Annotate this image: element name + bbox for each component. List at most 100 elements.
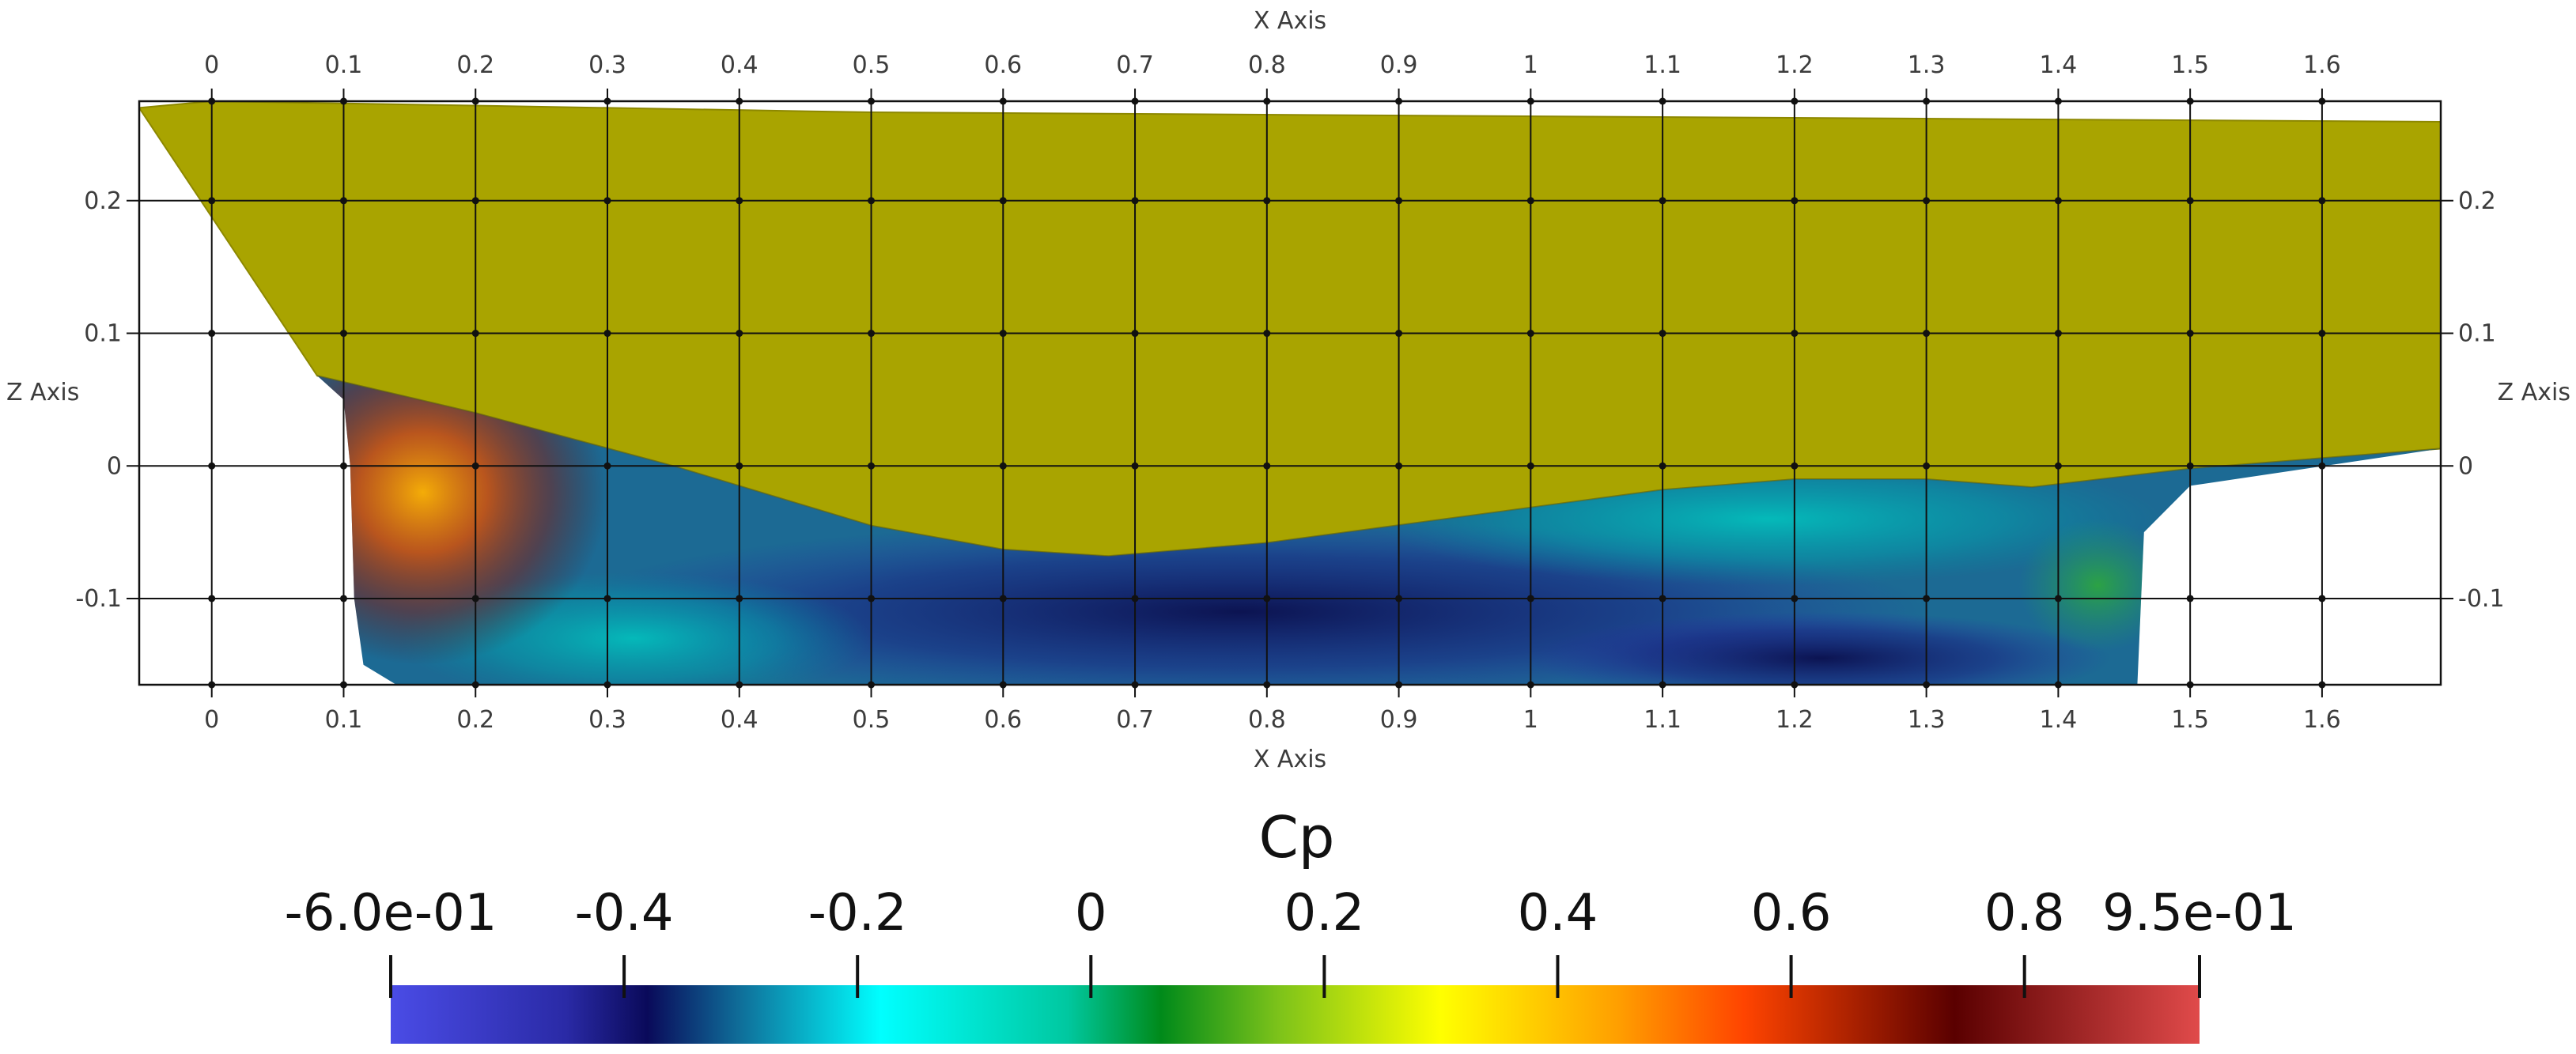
grid-node xyxy=(2054,595,2062,603)
grid-node xyxy=(2318,681,2326,689)
grid-node xyxy=(2054,97,2062,105)
grid-node xyxy=(2318,462,2326,470)
grid-node xyxy=(1263,681,1271,689)
grid-node xyxy=(208,197,216,205)
z-axis-title-left: Z Axis xyxy=(6,379,79,406)
x-tick-label-top-14: 1.4 xyxy=(2040,51,2078,79)
x-tick-label-bottom-5: 0.5 xyxy=(853,706,891,734)
x-tick-label-top-7: 0.7 xyxy=(1116,51,1154,79)
suction-zone-aft xyxy=(1530,611,2112,685)
grid-node xyxy=(1791,197,1799,205)
grid-node xyxy=(2318,595,2326,603)
grid-node xyxy=(999,462,1007,470)
x-tick-label-top-16: 1.6 xyxy=(2303,51,2341,79)
colorbar-label-1: -0.4 xyxy=(575,884,674,943)
grid-node xyxy=(2054,330,2062,338)
grid-node xyxy=(1263,595,1271,603)
grid-node xyxy=(208,462,216,470)
grid-node xyxy=(1791,462,1799,470)
grid-node xyxy=(1395,197,1403,205)
grid-node xyxy=(999,97,1007,105)
x-tick-label-top-1: 0.1 xyxy=(325,51,363,79)
grid-node xyxy=(471,681,479,689)
grid-node xyxy=(2318,330,2326,338)
grid-node xyxy=(2186,97,2194,105)
x-tick-label-top-9: 0.9 xyxy=(1380,51,1418,79)
z-tick-label-left-2: 0 xyxy=(107,452,122,480)
z-tick-label-right-1: 0.1 xyxy=(2458,320,2496,348)
grid-node xyxy=(999,330,1007,338)
x-tick-label-top-6: 0.6 xyxy=(984,51,1022,79)
x-tick-label-bottom-12: 1.2 xyxy=(1776,706,1814,734)
grid-node xyxy=(868,681,876,689)
grid-node xyxy=(736,197,743,205)
grid-node xyxy=(1131,97,1139,105)
z-tick-label-left-0: 0.2 xyxy=(84,187,122,215)
z-tick-label-right-2: 0 xyxy=(2458,452,2473,480)
grid-node xyxy=(736,330,743,338)
z-axis-title-right: Z Axis xyxy=(2498,379,2570,406)
grid-node xyxy=(736,97,743,105)
z-tick-label-left-1: 0.1 xyxy=(84,320,122,348)
grid-node xyxy=(1263,462,1271,470)
grid-node xyxy=(868,330,876,338)
x-tick-label-top-8: 0.8 xyxy=(1248,51,1286,79)
x-tick-label-bottom-6: 0.6 xyxy=(984,706,1022,734)
x-axis-title-bottom: X Axis xyxy=(1254,746,1326,773)
grid-node xyxy=(2318,197,2326,205)
grid-node xyxy=(1395,97,1403,105)
hull-surface xyxy=(138,100,2442,685)
grid-node xyxy=(868,462,876,470)
grid-node xyxy=(1659,197,1666,205)
x-tick-label-bottom-0: 0 xyxy=(204,706,219,734)
grid-node xyxy=(1791,330,1799,338)
x-tick-label-top-0: 0 xyxy=(204,51,219,79)
x-tick-label-bottom-7: 0.7 xyxy=(1116,706,1154,734)
grid-node xyxy=(339,462,347,470)
grid-node xyxy=(1659,462,1666,470)
axis-tick-labels: 0 0 0.1 0.1 0.2 0.2 0.3 0.3 0.4 0.4 0.5 0.5 0.6 0.6 0.… xyxy=(75,51,2504,734)
x-tick-label-bottom-11: 1.1 xyxy=(1644,706,1681,734)
grid-node xyxy=(868,197,876,205)
grid-node xyxy=(1526,462,1534,470)
grid-node xyxy=(1263,197,1271,205)
grid-node xyxy=(1923,462,1931,470)
grid-node xyxy=(1526,330,1534,338)
grid-node xyxy=(471,595,479,603)
grid-node xyxy=(1526,197,1534,205)
x-tick-label-top-13: 1.3 xyxy=(1908,51,1946,79)
z-tick-label-right-0: 0.2 xyxy=(2458,187,2496,215)
colorbar-label-6: 0.6 xyxy=(1751,884,1832,943)
grid-node xyxy=(736,595,743,603)
grid-node xyxy=(1131,462,1139,470)
x-tick-label-bottom-10: 1 xyxy=(1523,706,1538,734)
x-tick-label-bottom-16: 1.6 xyxy=(2303,706,2341,734)
grid-node xyxy=(1659,330,1666,338)
grid-node xyxy=(208,330,216,338)
colorbar-title: Cp xyxy=(1259,804,1335,871)
grid-node xyxy=(339,197,347,205)
grid-node xyxy=(603,595,611,603)
colorbar-label-7: 0.8 xyxy=(1984,884,2065,943)
x-tick-label-top-4: 0.4 xyxy=(721,51,758,79)
z-tick-label-left-3: -0.1 xyxy=(75,585,122,613)
grid-node xyxy=(868,97,876,105)
grid-node xyxy=(208,595,216,603)
grid-node xyxy=(2186,595,2194,603)
grid-node xyxy=(208,97,216,105)
grid-node xyxy=(2186,462,2194,470)
x-tick-label-top-10: 1 xyxy=(1523,51,1538,79)
grid-node xyxy=(603,97,611,105)
grid-node xyxy=(471,97,479,105)
colorbar-label-5: 0.4 xyxy=(1518,884,1598,943)
x-tick-label-top-15: 1.5 xyxy=(2171,51,2209,79)
grid-node xyxy=(1923,681,1931,689)
grid-node xyxy=(1131,595,1139,603)
colorbar-label-0: -6.0e-01 xyxy=(285,884,497,943)
x-tick-label-top-5: 0.5 xyxy=(853,51,891,79)
grid-node xyxy=(1659,595,1666,603)
colorbar-label-2: -0.2 xyxy=(808,884,907,943)
grid-node xyxy=(868,595,876,603)
grid-node xyxy=(999,197,1007,205)
